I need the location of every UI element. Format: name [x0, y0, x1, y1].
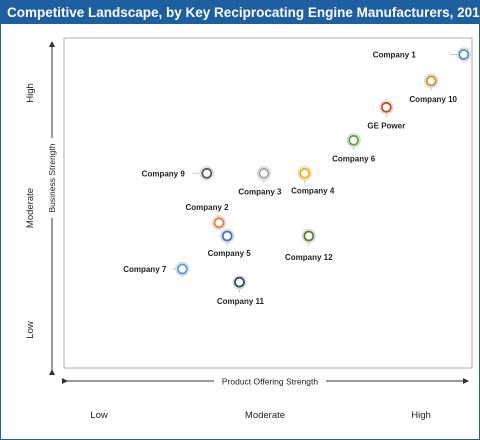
x-tick-low: Low: [90, 410, 108, 421]
point-marker: [176, 263, 188, 275]
x-tick-moderate: Moderate: [245, 410, 285, 421]
y-tick-moderate: Moderate: [25, 188, 36, 228]
data-point-3: GE Power: [367, 100, 405, 130]
y-tick-low: Low: [25, 321, 36, 339]
point-marker: [348, 134, 360, 146]
point-label: Company 4: [291, 186, 335, 195]
data-point-10: Company 12: [285, 228, 333, 262]
x-axis-label: Product Offering Strength: [222, 377, 319, 387]
point-marker: [258, 167, 270, 179]
y-tick-high: High: [25, 83, 36, 103]
y-axis-label-bg: [45, 138, 59, 218]
point-label: Company 1: [373, 51, 417, 60]
point-marker: [221, 230, 233, 242]
point-label: Company 2: [185, 203, 229, 212]
data-point-8: Company 2: [185, 203, 229, 230]
point-label: Company 10: [409, 95, 457, 104]
point-marker: [458, 49, 470, 60]
point-label: Company 5: [208, 249, 252, 258]
point-label: GE Power: [367, 121, 405, 130]
chart-title: Competitive Landscape, by Key Reciprocat…: [7, 5, 480, 20]
x-tick-high: High: [411, 410, 431, 421]
point-marker: [299, 167, 311, 179]
data-point-4: Company 6: [332, 133, 376, 163]
data-point-12: Company 11: [217, 275, 265, 306]
x-axis-label-bg: [214, 374, 326, 388]
data-point-7: Company 9: [142, 166, 214, 181]
point-label: Company 7: [123, 265, 167, 274]
point-label: Company 11: [217, 297, 265, 306]
point-label: Company 3: [238, 187, 282, 196]
data-point-2: Company 10: [409, 73, 458, 104]
point-label: Company 9: [142, 169, 186, 178]
data-point-9: Company 5: [208, 228, 252, 258]
point-marker: [380, 101, 392, 113]
data-point-1: Company 1: [373, 47, 471, 62]
data-point-5: Company 4: [291, 166, 335, 195]
data-point-11: Company 7: [123, 261, 190, 277]
point-marker: [234, 276, 245, 288]
point-marker: [425, 75, 437, 87]
y-axis-label: Business Strength: [47, 143, 57, 212]
title-bar: Competitive Landscape, by Key Reciprocat…: [1, 1, 480, 24]
point-label: Company 12: [285, 253, 333, 262]
plot-area: [63, 37, 473, 369]
point-marker: [201, 167, 213, 179]
point-label: Company 6: [332, 154, 376, 163]
data-point-6: Company 3: [238, 166, 282, 196]
point-marker: [213, 217, 225, 229]
point-marker: [303, 230, 315, 242]
data-points: Company 1 Company 10 GE Power Company 6 Comp…: [123, 47, 471, 306]
